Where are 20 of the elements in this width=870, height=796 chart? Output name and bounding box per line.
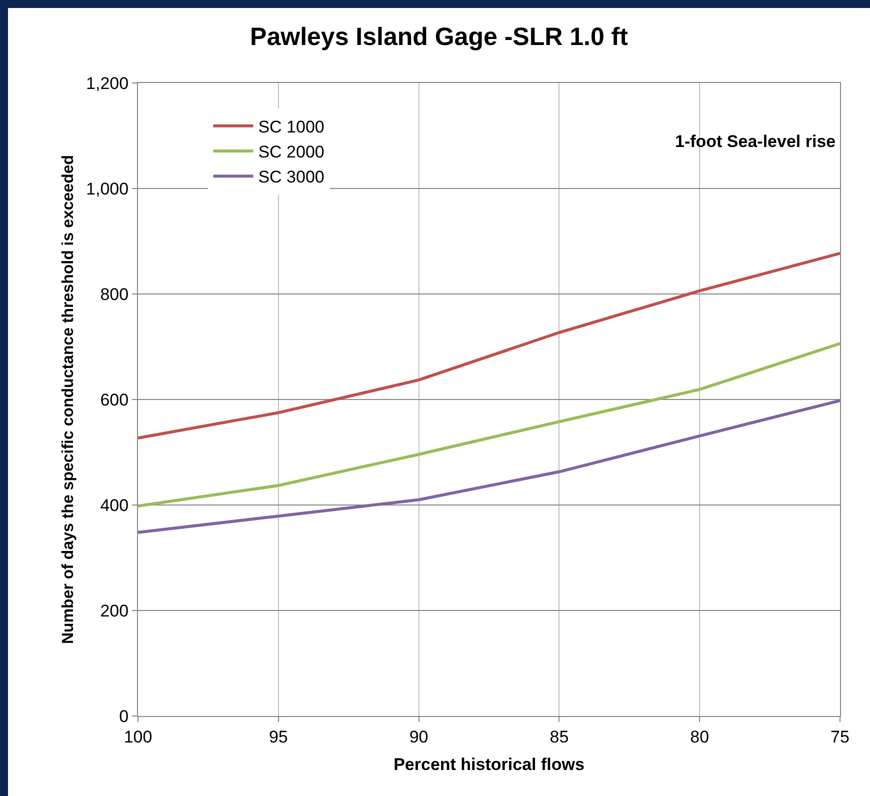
annotation: 1-foot Sea-level rise bbox=[675, 132, 836, 151]
x-tick-label: 95 bbox=[268, 727, 288, 746]
legend-label: SC 3000 bbox=[258, 168, 324, 187]
x-axis-title: Percent historical flows bbox=[394, 754, 584, 774]
y-tick-label: 200 bbox=[100, 601, 129, 620]
y-tick-label: 0 bbox=[119, 706, 129, 726]
x-tick-label: 80 bbox=[690, 727, 710, 746]
legend-label: SC 1000 bbox=[258, 118, 324, 136]
y-tick-label: 1,000 bbox=[86, 179, 129, 198]
x-tick-label: 100 bbox=[124, 727, 152, 746]
y-tick-label: 600 bbox=[100, 390, 129, 410]
legend-label: SC 2000 bbox=[258, 142, 324, 162]
x-tick-label: 85 bbox=[550, 727, 569, 746]
y-tick-label: 800 bbox=[100, 284, 129, 304]
y-axis-title: Number of days the specific conductance threshold is exceeded bbox=[60, 154, 77, 644]
y-tick-label: 400 bbox=[100, 496, 129, 515]
y-tick-label: 1,200 bbox=[86, 74, 129, 93]
chart-title: Pawleys Island Gage -SLR 1.0 ft bbox=[250, 23, 629, 52]
x-tick-label: 75 bbox=[830, 727, 850, 746]
x-tick-label: 90 bbox=[409, 727, 428, 746]
